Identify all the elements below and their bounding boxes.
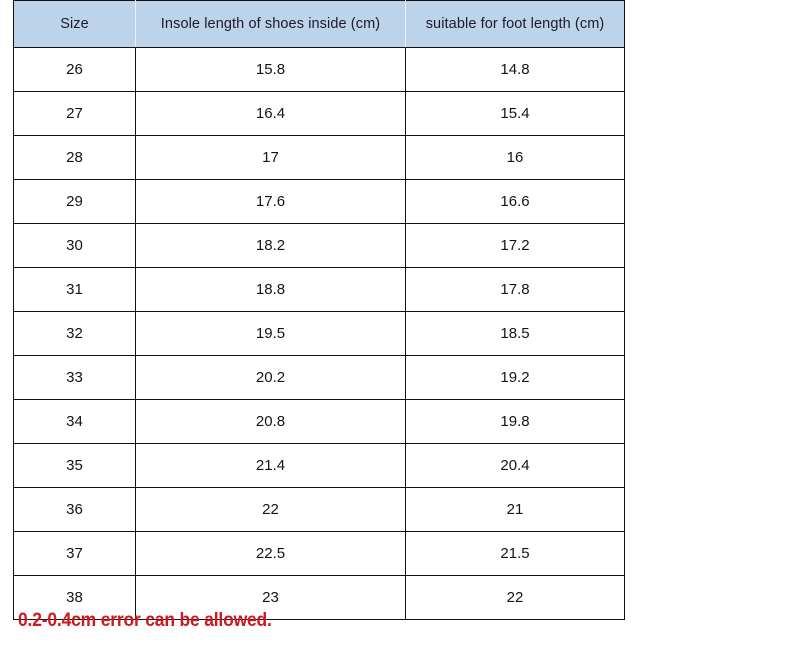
size-cell: 38 bbox=[13, 575, 136, 620]
error-tolerance-note: 0.2-0.4cm error can be allowed. bbox=[18, 610, 272, 631]
size-cell: 37 bbox=[13, 531, 136, 576]
foot-length-cell: 22 bbox=[405, 575, 625, 620]
size-cell: 31 bbox=[13, 267, 136, 312]
table-row: 38 23 22 bbox=[13, 575, 625, 620]
foot-length-cell: 21 bbox=[405, 487, 625, 532]
header-row: Size Insole length of shoes inside (cm) … bbox=[13, 0, 625, 48]
column-header-foot-length: suitable for foot length (cm) bbox=[405, 0, 625, 48]
size-cell: 30 bbox=[13, 223, 136, 268]
insole-length-cell: 18.2 bbox=[135, 223, 406, 268]
insole-length-cell: 22.5 bbox=[135, 531, 406, 576]
insole-length-cell: 19.5 bbox=[135, 311, 406, 356]
size-cell: 34 bbox=[13, 399, 136, 444]
table-row: 29 17.6 16.6 bbox=[13, 179, 625, 224]
column-header-insole-length: Insole length of shoes inside (cm) bbox=[135, 0, 406, 48]
table-row: 32 19.5 18.5 bbox=[13, 311, 625, 356]
size-cell: 36 bbox=[13, 487, 136, 532]
size-cell: 29 bbox=[13, 179, 136, 224]
table-header: Size Insole length of shoes inside (cm) … bbox=[13, 0, 625, 48]
foot-length-cell: 19.8 bbox=[405, 399, 625, 444]
foot-length-cell: 16 bbox=[405, 135, 625, 180]
table-row: 34 20.8 19.8 bbox=[13, 399, 625, 444]
insole-length-cell: 16.4 bbox=[135, 91, 406, 136]
insole-length-cell: 20.2 bbox=[135, 355, 406, 400]
table-row: 30 18.2 17.2 bbox=[13, 223, 625, 268]
size-cell: 32 bbox=[13, 311, 136, 356]
size-cell: 28 bbox=[13, 135, 136, 180]
foot-length-cell: 18.5 bbox=[405, 311, 625, 356]
size-chart-container: Size Insole length of shoes inside (cm) … bbox=[13, 0, 625, 620]
size-cell: 26 bbox=[13, 47, 136, 92]
foot-length-cell: 17.2 bbox=[405, 223, 625, 268]
foot-length-cell: 15.4 bbox=[405, 91, 625, 136]
insole-length-cell: 18.8 bbox=[135, 267, 406, 312]
table-row: 35 21.4 20.4 bbox=[13, 443, 625, 488]
size-chart-table: Size Insole length of shoes inside (cm) … bbox=[13, 0, 625, 620]
insole-length-cell: 21.4 bbox=[135, 443, 406, 488]
table-row: 28 17 16 bbox=[13, 135, 625, 180]
table-row: 33 20.2 19.2 bbox=[13, 355, 625, 400]
insole-length-cell: 15.8 bbox=[135, 47, 406, 92]
foot-length-cell: 17.8 bbox=[405, 267, 625, 312]
table-row: 26 15.8 14.8 bbox=[13, 47, 625, 92]
column-header-size: Size bbox=[13, 0, 136, 48]
insole-length-cell: 20.8 bbox=[135, 399, 406, 444]
size-cell: 33 bbox=[13, 355, 136, 400]
table-body: 26 15.8 14.8 27 16.4 15.4 28 17 16 29 17.6 16.6 30 18… bbox=[13, 47, 625, 620]
foot-length-cell: 19.2 bbox=[405, 355, 625, 400]
insole-length-cell: 22 bbox=[135, 487, 406, 532]
table-row: 31 18.8 17.8 bbox=[13, 267, 625, 312]
foot-length-cell: 21.5 bbox=[405, 531, 625, 576]
table-row: 27 16.4 15.4 bbox=[13, 91, 625, 136]
insole-length-cell: 17 bbox=[135, 135, 406, 180]
foot-length-cell: 20.4 bbox=[405, 443, 625, 488]
table-row: 37 22.5 21.5 bbox=[13, 531, 625, 576]
table-row: 36 22 21 bbox=[13, 487, 625, 532]
insole-length-cell: 17.6 bbox=[135, 179, 406, 224]
foot-length-cell: 14.8 bbox=[405, 47, 625, 92]
size-cell: 27 bbox=[13, 91, 136, 136]
size-cell: 35 bbox=[13, 443, 136, 488]
foot-length-cell: 16.6 bbox=[405, 179, 625, 224]
